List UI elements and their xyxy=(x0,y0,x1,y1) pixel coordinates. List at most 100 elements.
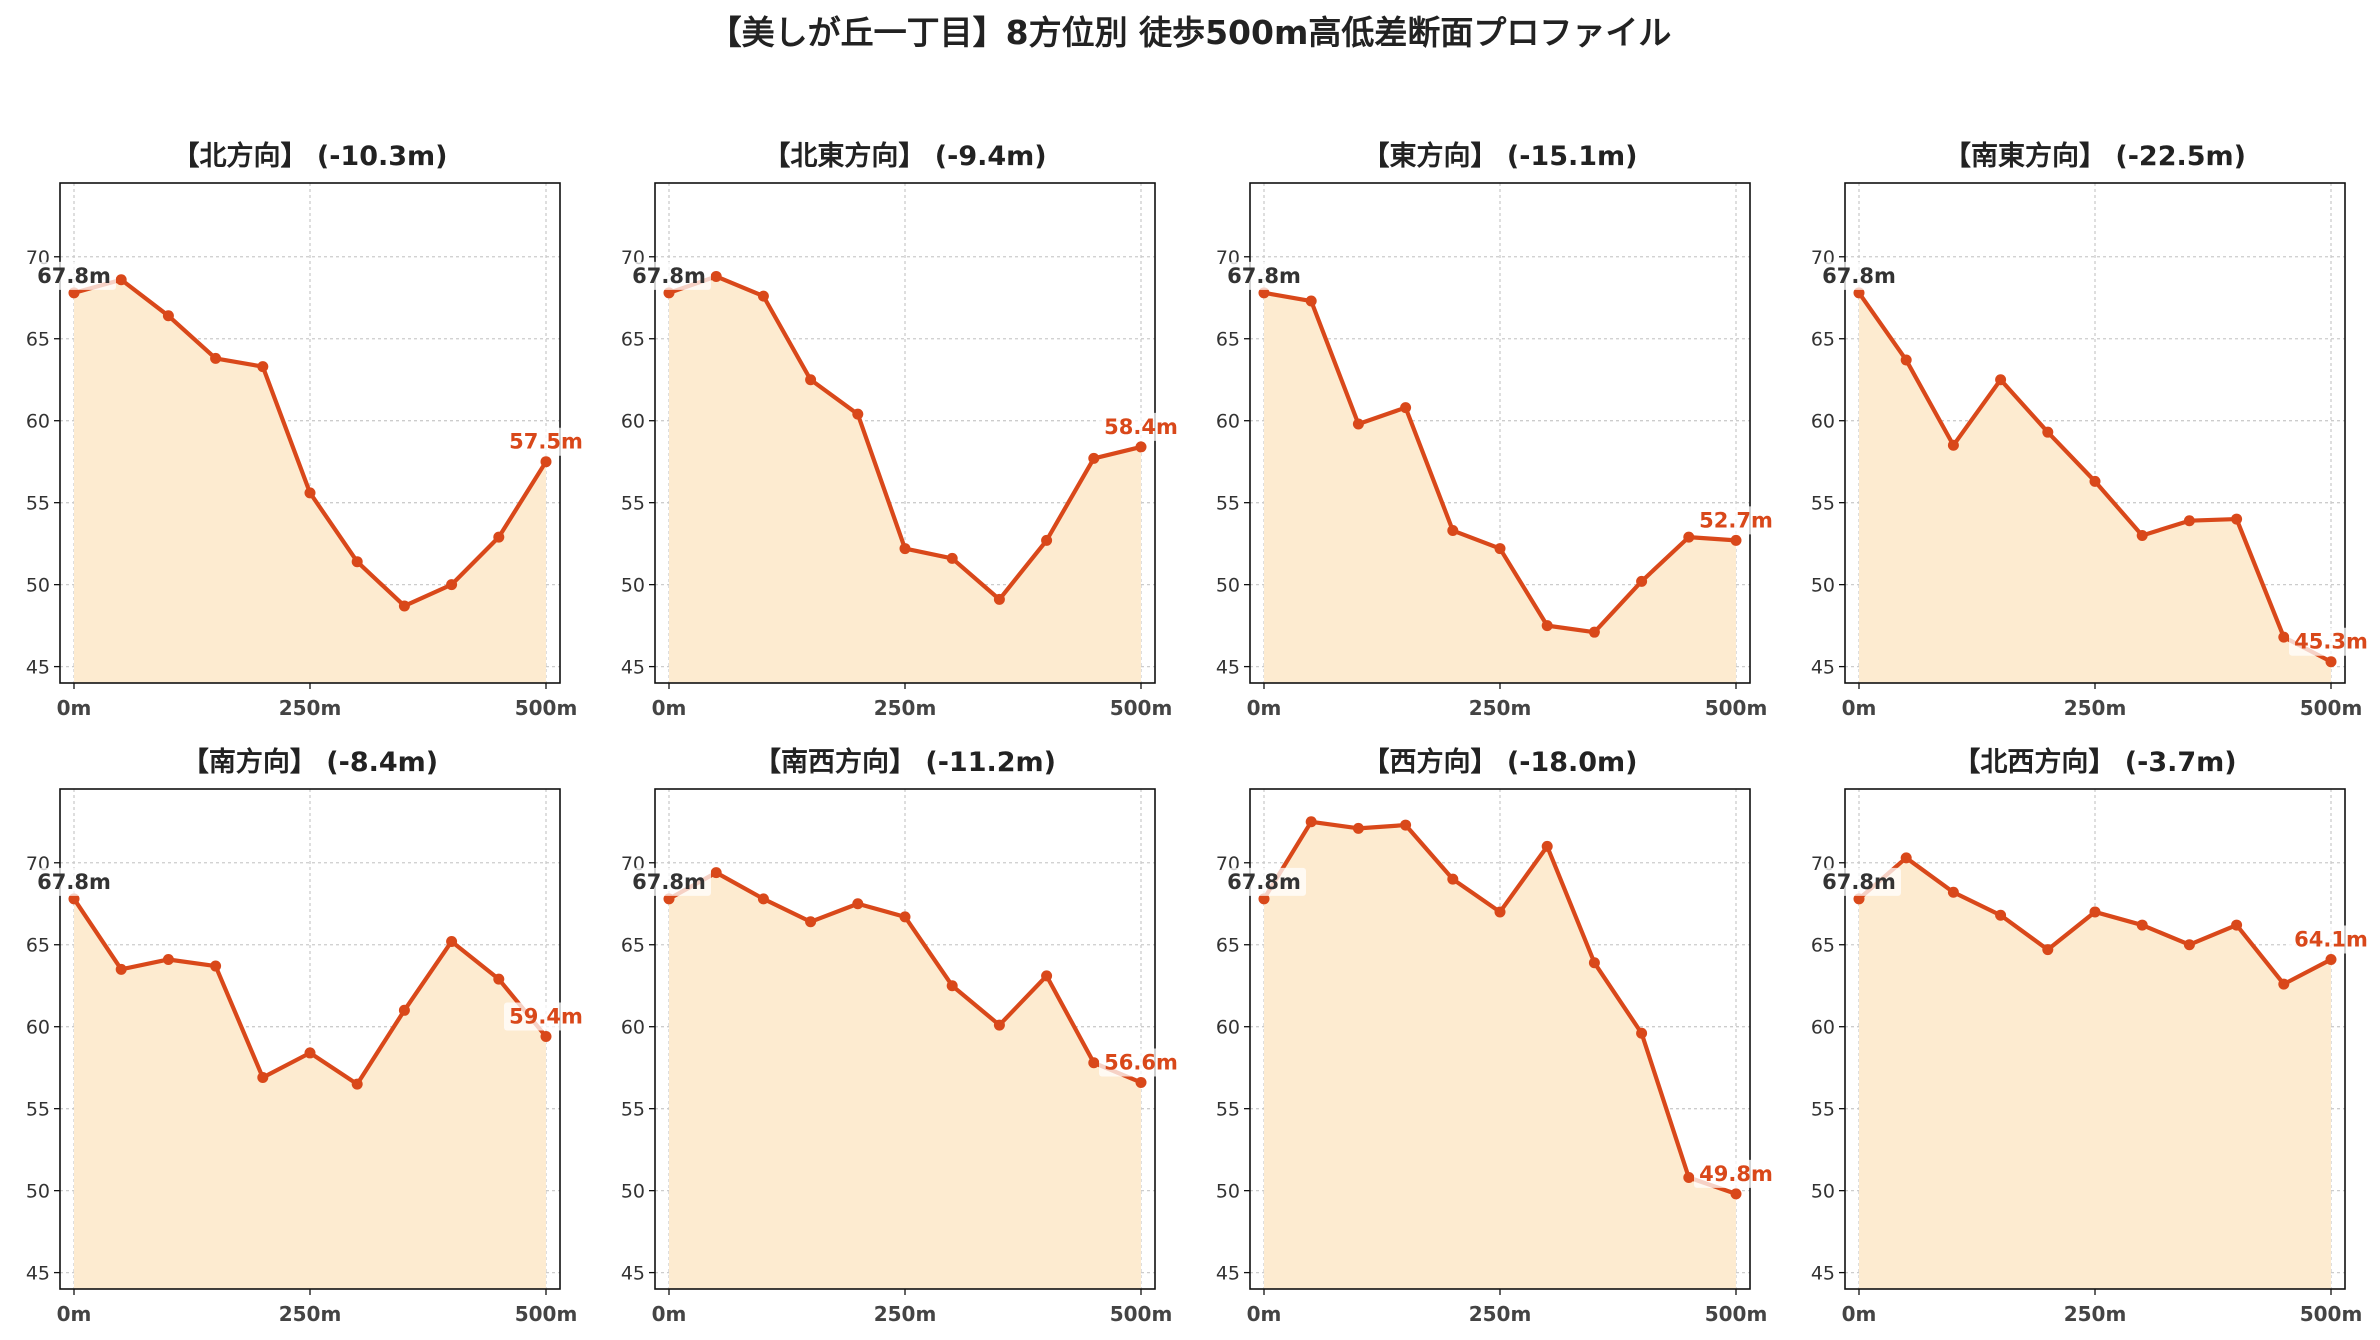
end-label: 49.8m xyxy=(1699,1162,1773,1186)
x-tick-label: 500m xyxy=(515,696,578,720)
data-point xyxy=(2042,426,2054,438)
data-point xyxy=(1494,543,1506,555)
elevation-area xyxy=(74,279,546,683)
start-label: 67.8m xyxy=(1227,264,1301,288)
y-tick-label: 65 xyxy=(1216,329,1240,351)
data-point xyxy=(115,274,127,286)
y-tick-label: 45 xyxy=(1216,1263,1240,1285)
end-label-bg xyxy=(1099,1048,1183,1077)
end-label-bg xyxy=(1099,412,1183,441)
plot-frame xyxy=(1249,788,1751,1290)
start-label: 67.8m xyxy=(1822,264,1896,288)
y-tick-label: 60 xyxy=(1811,1017,1835,1039)
data-point xyxy=(1305,816,1317,828)
data-point xyxy=(993,1019,1005,1031)
x-tick-label: 0m xyxy=(652,696,687,720)
data-point xyxy=(68,287,80,299)
data-point xyxy=(1947,886,1959,898)
y-tick-label: 45 xyxy=(1216,657,1240,679)
data-point xyxy=(757,893,769,905)
start-label: 67.8m xyxy=(632,264,706,288)
y-tick-label: 60 xyxy=(1811,411,1835,433)
elevation-area xyxy=(1264,821,1736,1289)
plot-frame xyxy=(1844,182,2346,684)
y-tick-label: 65 xyxy=(1811,935,1835,957)
data-point xyxy=(805,374,817,386)
data-point xyxy=(446,579,458,591)
y-tick-label: 50 xyxy=(1811,1181,1835,1203)
y-tick-label: 55 xyxy=(1811,493,1835,515)
plot-frame xyxy=(1844,788,2346,1290)
x-tick-label: 250m xyxy=(1469,696,1532,720)
data-point xyxy=(852,898,864,910)
data-point xyxy=(1135,441,1147,453)
panel-title: 【南方向】 (-8.4m) xyxy=(182,746,438,778)
y-tick-label: 50 xyxy=(1811,575,1835,597)
y-tick-label: 45 xyxy=(26,1263,50,1285)
y-tick-label: 60 xyxy=(1216,411,1240,433)
data-point xyxy=(2278,978,2290,990)
data-point xyxy=(257,1072,269,1084)
x-tick-label: 250m xyxy=(279,696,342,720)
x-tick-label: 250m xyxy=(279,1302,342,1326)
data-point xyxy=(899,543,911,555)
data-point xyxy=(805,916,817,928)
data-point xyxy=(1995,909,2007,921)
data-point xyxy=(210,960,222,972)
panel-title: 【北東方向】 (-9.4m) xyxy=(763,140,1046,172)
data-point xyxy=(946,980,958,992)
data-point xyxy=(2136,529,2148,541)
x-tick-label: 0m xyxy=(57,696,92,720)
x-tick-label: 0m xyxy=(1247,1302,1282,1326)
data-point xyxy=(757,290,769,302)
data-point xyxy=(398,600,410,612)
end-label: 58.4m xyxy=(1104,415,1178,439)
y-tick-label: 55 xyxy=(1216,493,1240,515)
y-tick-label: 60 xyxy=(621,1017,645,1039)
data-point xyxy=(710,270,722,282)
x-tick-label: 500m xyxy=(1705,696,1768,720)
data-point xyxy=(351,1078,363,1090)
data-point xyxy=(1400,819,1412,831)
start-label-bg xyxy=(1222,867,1306,896)
data-point xyxy=(1853,893,1865,905)
elevation-area xyxy=(1859,292,2331,683)
y-tick-label: 65 xyxy=(621,935,645,957)
data-point xyxy=(1258,287,1270,299)
start-label-bg xyxy=(627,261,711,290)
x-tick-label: 250m xyxy=(874,696,937,720)
data-point xyxy=(1588,626,1600,638)
data-point xyxy=(2278,631,2290,643)
data-point xyxy=(2231,919,2243,931)
data-point xyxy=(1588,957,1600,969)
data-point xyxy=(1900,354,1912,366)
data-point xyxy=(1636,575,1648,587)
data-point xyxy=(2231,513,2243,525)
data-point xyxy=(446,935,458,947)
panel-title: 【西方向】 (-18.0m) xyxy=(1362,746,1637,778)
data-point xyxy=(1636,1027,1648,1039)
y-tick-label: 45 xyxy=(26,657,50,679)
x-tick-label: 500m xyxy=(2300,696,2363,720)
start-label-bg xyxy=(32,261,116,290)
elevation-area xyxy=(1859,857,2331,1289)
y-tick-label: 55 xyxy=(621,1099,645,1121)
data-point xyxy=(1900,852,1912,864)
figure-title: 【美しが丘一丁目】8方位別 徒歩500m高低差断面プロファイル xyxy=(709,13,1672,52)
data-point xyxy=(493,531,505,543)
start-label-bg xyxy=(32,867,116,896)
y-tick-label: 50 xyxy=(1216,1181,1240,1203)
data-point xyxy=(2183,939,2195,951)
data-point xyxy=(2089,475,2101,487)
end-label-bg xyxy=(2289,627,2373,656)
x-tick-label: 0m xyxy=(1247,696,1282,720)
y-tick-label: 60 xyxy=(621,411,645,433)
x-tick-label: 250m xyxy=(2064,1302,2127,1326)
x-tick-label: 250m xyxy=(874,1302,937,1326)
start-label: 67.8m xyxy=(632,870,706,894)
end-label-bg xyxy=(1694,506,1778,535)
y-tick-label: 45 xyxy=(621,1263,645,1285)
elevation-area xyxy=(669,276,1141,683)
plot-frame xyxy=(654,788,1156,1290)
